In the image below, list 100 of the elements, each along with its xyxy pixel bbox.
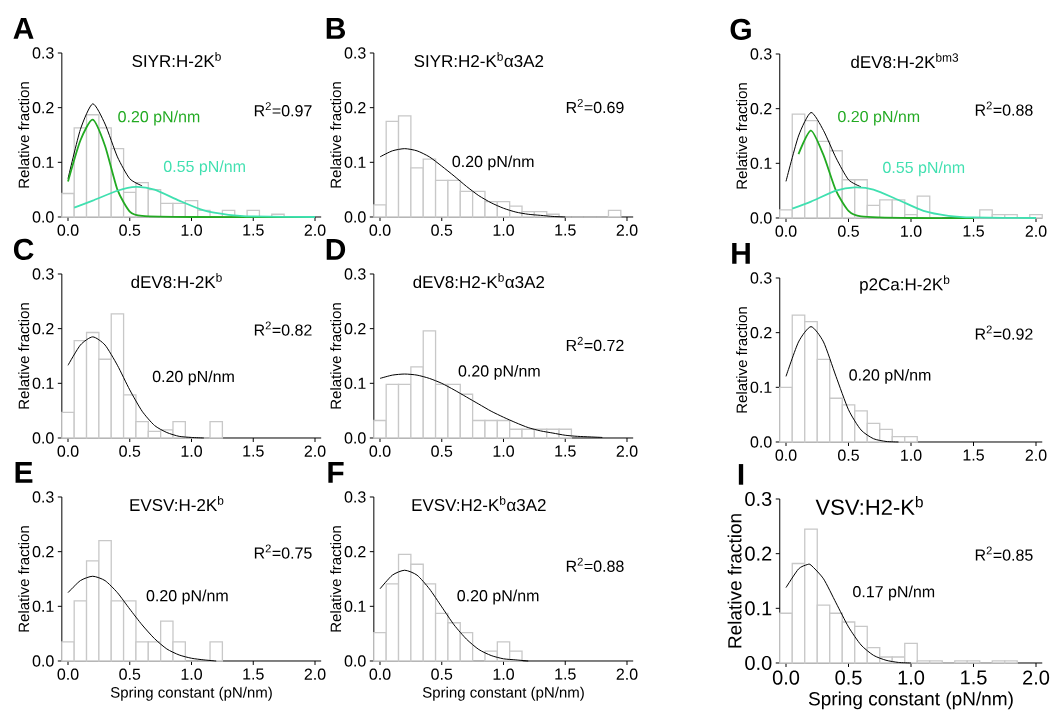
chart-title: dEV8:H-2K$^{b}$ <box>131 273 222 289</box>
y-axis-title: Relative fraction <box>18 303 30 409</box>
chart-title: dEV8:H2-K$^{b}$α3A2 <box>413 273 545 289</box>
y-axis-title: Relative fraction <box>736 83 748 189</box>
y-tick-label: 0.2 <box>344 546 366 558</box>
x-tick-label: 1.0 <box>181 668 202 680</box>
y-axis-title: Relative fraction <box>330 82 342 188</box>
x-axis-title: Spring constant (pN/nm) <box>110 686 272 701</box>
x-tick-label: 2.0 <box>1025 225 1047 237</box>
x-tick-label: 0.5 <box>119 668 141 680</box>
annotation: R$^{2}$=0.88 <box>566 557 624 572</box>
annotation: R$^{2}$=0.72 <box>566 336 624 352</box>
x-tick-label: 2.0 <box>616 668 638 680</box>
series-label: 0.20 pN/nm <box>118 110 200 126</box>
y-tick-label: 0.0 <box>344 211 366 223</box>
x-tick-label: 0.5 <box>838 449 859 461</box>
x-tick-label: 2.0 <box>1023 670 1050 685</box>
x-tick-label: 0.0 <box>369 224 391 236</box>
y-axis-title: Relative fraction <box>18 82 30 188</box>
y-tick-label: 0.0 <box>32 655 54 667</box>
x-tick-label: 2.0 <box>616 224 638 236</box>
x-tick-label: 0.5 <box>431 224 453 236</box>
x-tick-label: 1.5 <box>555 224 576 236</box>
y-tick-label: 0.3 <box>750 272 772 284</box>
x-tick-label: 2.0 <box>304 668 326 680</box>
y-tick-label: 0.2 <box>750 327 772 339</box>
x-tick-label: 1.0 <box>493 668 514 680</box>
chart-title: EVSV:H-2K$^{b}$ <box>130 496 224 512</box>
x-tick-label: 1.5 <box>555 445 576 457</box>
y-tick-label: 0.3 <box>32 491 54 503</box>
annotation: R$^{2}$=0.69 <box>566 98 624 114</box>
y-tick-label: 0.1 <box>344 377 366 389</box>
text: B <box>326 18 346 39</box>
series-label: 0.55 pN/nm <box>163 160 245 176</box>
y-tick-label: 0.3 <box>745 491 772 507</box>
x-tick-label: 0.5 <box>119 224 141 236</box>
x-tick-label: 1.5 <box>243 445 264 457</box>
text: H <box>732 243 750 264</box>
x-tick-label: 0.0 <box>775 225 797 237</box>
y-tick-label: 0.2 <box>32 546 54 558</box>
annotation: R$^{2}$=0.82 <box>254 321 312 336</box>
x-tick-label: 1.0 <box>898 670 925 685</box>
x-tick-label: 0.0 <box>369 668 391 680</box>
x-tick-label: 0.0 <box>57 668 79 680</box>
series-label: 0.17 pN/nm <box>853 585 935 601</box>
x-tick-label: 0.0 <box>369 445 391 457</box>
y-tick-label: 0.3 <box>344 268 366 280</box>
annotation: R$^{2}$=0.92 <box>975 325 1033 340</box>
series-label: 0.20 pN/nm <box>452 155 534 171</box>
x-tick-label: 0.0 <box>772 670 800 685</box>
annotation: R$^{2}$=0.85 <box>975 546 1033 561</box>
y-tick-label: 0.2 <box>344 323 366 335</box>
y-axis-title: Relative fraction <box>727 514 742 648</box>
y-tick-label: 0.1 <box>32 600 54 612</box>
text: C <box>13 238 34 261</box>
chart-title: EVSV:H2-K$^{b}$α3A2 <box>412 496 546 512</box>
chart-title: p2Ca:H-2K$^{b}$ <box>860 275 950 294</box>
y-tick-label: 0.3 <box>344 491 366 503</box>
x-tick-label: 2.0 <box>304 445 326 457</box>
x-tick-label: 1.0 <box>901 449 922 461</box>
y-tick-label: 0.1 <box>344 156 366 168</box>
chart-title: SIYR:H-2K$^{b}$ <box>132 52 221 68</box>
series-label: 0.20 pN/nm <box>457 589 539 605</box>
series-label: 0.20 pN/nm <box>146 589 228 605</box>
chart-title: SIYR:H2-K$^{b}$α3A2 <box>414 52 544 68</box>
text: I <box>738 464 744 485</box>
text: D <box>326 239 346 260</box>
x-tick-label: 0.0 <box>57 445 79 457</box>
y-tick-label: 0.2 <box>750 103 772 115</box>
text: F <box>328 462 344 483</box>
y-tick-label: 0.1 <box>344 600 366 612</box>
x-tick-label: 1.0 <box>181 445 202 457</box>
y-tick-label: 0.1 <box>750 381 772 393</box>
annotation: R$^{2}$=0.88 <box>975 101 1033 116</box>
x-tick-label: 0.5 <box>431 445 453 457</box>
y-tick-label: 0.0 <box>750 212 772 224</box>
y-axis-title: Relative fraction <box>330 303 342 409</box>
y-tick-label: 0.2 <box>745 546 772 561</box>
x-tick-label: 1.5 <box>555 668 576 680</box>
x-axis-title: Spring constant (pN/nm) <box>808 691 1013 710</box>
series-label: 0.55 pN/nm <box>883 161 965 177</box>
x-tick-label: 2.0 <box>616 445 638 457</box>
x-tick-label: 0.5 <box>431 668 453 680</box>
x-tick-label: 1.0 <box>181 224 202 236</box>
y-tick-label: 0.0 <box>32 432 54 444</box>
series-label: 0.20 pN/nm <box>458 364 540 380</box>
y-axis-title: Relative fraction <box>18 526 30 632</box>
text: E <box>15 462 33 483</box>
series-label: 0.20 pN/nm <box>838 110 920 126</box>
y-tick-label: 0.1 <box>32 377 54 389</box>
x-tick-label: 0.5 <box>838 225 859 237</box>
y-tick-label: 0.0 <box>344 432 366 444</box>
y-axis-title: Relative fraction <box>330 526 342 632</box>
x-tick-label: 1.5 <box>243 224 264 236</box>
text: A <box>13 18 34 39</box>
chart-title: VSV:H2-K$^{b}$ <box>815 496 923 515</box>
y-tick-label: 0.0 <box>344 655 366 667</box>
y-tick-label: 0.0 <box>32 211 54 223</box>
x-tick-label: 1.5 <box>963 449 984 461</box>
chart-title: dEV8:H-2K$^{bm3}$ <box>851 53 959 69</box>
